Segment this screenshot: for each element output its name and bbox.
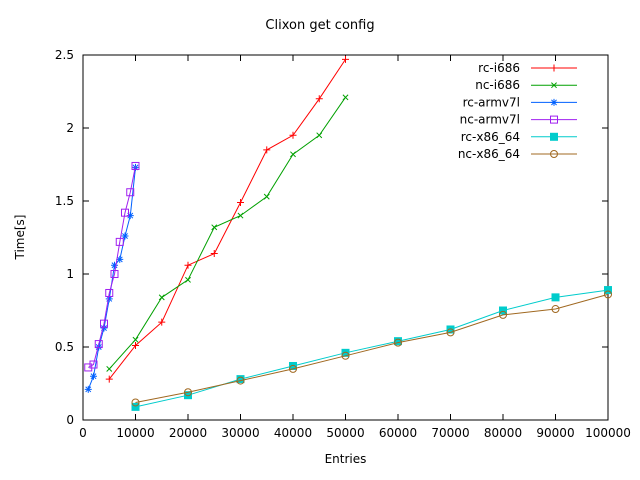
data-point-cross xyxy=(132,336,139,343)
data-point-asterisk xyxy=(95,344,102,350)
series-line-rc-i686 xyxy=(108,59,346,380)
legend-label-rc-i686: rc-i686 xyxy=(478,61,520,75)
x-tick-label: 10000 xyxy=(116,426,154,440)
legend-label-nc-i686: nc-i686 xyxy=(475,78,520,92)
x-tick-label: 0 xyxy=(79,426,87,440)
series-line-nc-x86_64 xyxy=(135,293,609,403)
chart-title: Clixon get config xyxy=(265,18,375,33)
legend-label-nc-x86_64: nc-x86_64 xyxy=(458,147,520,161)
x-tick-label: 90000 xyxy=(536,426,574,440)
data-point-plus xyxy=(132,342,139,350)
data-point-asterisk xyxy=(90,373,97,380)
x-tick-label: 50000 xyxy=(326,426,364,440)
data-point-plus xyxy=(105,375,113,383)
data-point-square-open xyxy=(126,188,135,197)
data-point-asterisk xyxy=(551,99,557,106)
data-point-square-open xyxy=(131,161,140,170)
data-point-asterisk xyxy=(85,386,92,393)
data-point-plus xyxy=(184,261,192,269)
data-point-cross xyxy=(237,212,244,219)
data-point-square-filled xyxy=(550,132,558,141)
data-point-circle-open xyxy=(550,150,558,158)
data-point-cross xyxy=(342,94,349,101)
data-point-circle-open xyxy=(446,328,455,337)
data-point-circle-open xyxy=(341,351,350,360)
data-point-cross xyxy=(263,193,270,200)
data-point-asterisk xyxy=(122,233,128,239)
x-axis-label: Entries xyxy=(324,452,367,466)
x-tick-label: 100000 xyxy=(585,426,631,440)
data-point-square-open xyxy=(105,288,114,297)
data-point-cross xyxy=(106,365,113,372)
data-point-square-filled xyxy=(446,325,455,334)
data-point-square-filled xyxy=(131,402,140,411)
y-tick-label: 1 xyxy=(66,267,74,281)
data-point-circle-open xyxy=(394,338,402,347)
data-point-square-open xyxy=(115,237,124,246)
x-tick-label: 80000 xyxy=(484,426,522,440)
data-point-plus xyxy=(342,55,349,63)
data-point-circle-open xyxy=(551,305,560,314)
data-point-plus xyxy=(289,131,297,139)
legend-label-rc-x86_64: rc-x86_64 xyxy=(461,130,520,144)
legend-label-rc-armv7l: rc-armv7l xyxy=(463,95,520,109)
data-point-square-filled xyxy=(184,391,192,400)
data-point-circle-open xyxy=(499,310,507,319)
data-point-plus xyxy=(237,198,244,206)
data-point-square-filled xyxy=(551,293,560,302)
data-point-cross xyxy=(185,276,191,283)
plot-border xyxy=(82,54,609,421)
y-tick-label: 2.5 xyxy=(55,48,74,62)
data-point-square-open xyxy=(110,270,119,278)
series-line-nc-i686 xyxy=(108,97,346,370)
data-point-circle-open xyxy=(289,364,297,373)
series-line-rc-x86_64 xyxy=(135,289,609,408)
data-point-plus xyxy=(158,318,166,326)
data-point-square-open xyxy=(89,360,98,369)
data-point-square-filled xyxy=(604,286,612,295)
data-point-plus xyxy=(315,95,323,103)
data-point-square-open xyxy=(94,340,103,349)
data-point-square-open xyxy=(550,115,558,124)
legend-label-nc-armv7l: nc-armv7l xyxy=(460,113,520,127)
x-tick-label: 70000 xyxy=(431,426,469,440)
data-point-circle-open xyxy=(184,388,192,397)
x-tick-label: 40000 xyxy=(274,426,312,440)
data-point-square-open xyxy=(121,208,129,217)
y-tick-label: 0 xyxy=(66,413,74,427)
data-point-square-filled xyxy=(499,306,507,315)
data-point-square-open xyxy=(100,319,108,328)
x-tick-label: 20000 xyxy=(169,426,207,440)
data-point-circle-open xyxy=(131,398,140,407)
data-point-plus xyxy=(210,250,218,258)
y-axis-label: Time[s] xyxy=(13,214,27,260)
data-point-cross xyxy=(551,82,557,89)
data-point-cross xyxy=(316,132,323,139)
x-tick-label: 60000 xyxy=(379,426,417,440)
y-tick-label: 2 xyxy=(66,121,74,135)
data-point-asterisk xyxy=(116,256,123,263)
x-tick-label: 30000 xyxy=(221,426,259,440)
data-point-plus xyxy=(550,64,558,72)
y-tick-label: 0.5 xyxy=(55,340,74,354)
data-point-circle-open xyxy=(604,290,612,299)
data-point-cross xyxy=(290,151,296,158)
data-point-square-open xyxy=(84,363,93,372)
y-tick-label: 1.5 xyxy=(55,194,74,208)
data-point-cross xyxy=(158,294,165,301)
series-line-nc-armv7l xyxy=(88,165,136,368)
data-point-square-filled xyxy=(289,361,297,370)
data-point-square-filled xyxy=(341,348,350,357)
data-point-cross xyxy=(211,224,218,231)
data-point-plus xyxy=(263,146,271,154)
data-point-circle-open xyxy=(236,376,245,385)
